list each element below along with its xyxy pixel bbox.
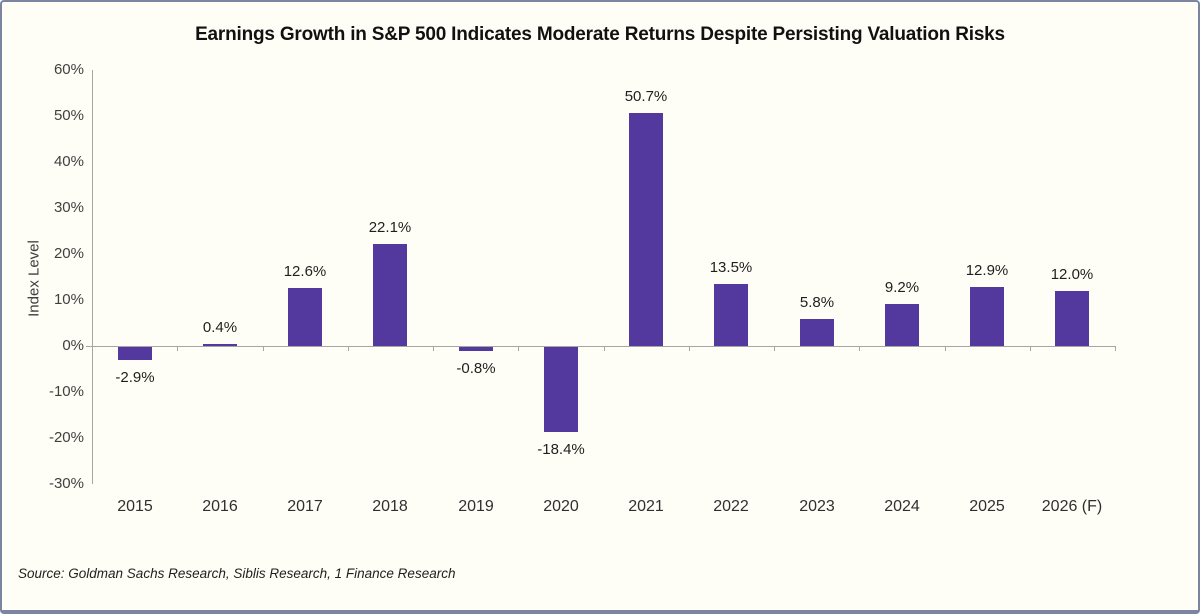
bar-value-label: 12.0% bbox=[1050, 265, 1094, 283]
x-axis-tick bbox=[348, 346, 349, 351]
bar-2018 bbox=[373, 244, 407, 346]
bar-2024 bbox=[885, 303, 919, 346]
x-axis-tick bbox=[945, 346, 946, 351]
chart-title: Earnings Growth in S&P 500 Indicates Mod… bbox=[195, 24, 1005, 45]
bar-value-label: 0.4% bbox=[202, 319, 238, 337]
x-axis-label: 2019 bbox=[458, 498, 494, 515]
x-axis-tick bbox=[1030, 346, 1031, 351]
bar-2015 bbox=[118, 347, 152, 361]
zero-axis-tick bbox=[86, 346, 92, 347]
bar-2019 bbox=[459, 347, 493, 351]
x-axis-tick bbox=[92, 346, 93, 351]
bar-2026F bbox=[1055, 290, 1089, 346]
x-axis-label: 2016 bbox=[202, 498, 238, 515]
bar-2021 bbox=[629, 112, 663, 346]
bar-value-label: -0.8% bbox=[456, 359, 496, 377]
x-axis-tick bbox=[689, 346, 690, 351]
source-note: Source: Goldman Sachs Research, Siblis R… bbox=[18, 566, 456, 581]
y-tick-label: 40% bbox=[53, 153, 84, 170]
x-axis-label: 2025 bbox=[969, 498, 1005, 515]
x-axis-label: 2026 (F) bbox=[1041, 498, 1103, 515]
bar-2025 bbox=[970, 286, 1004, 346]
y-tick-label: 10% bbox=[53, 291, 84, 308]
x-axis-tick bbox=[177, 346, 178, 351]
bar-2022 bbox=[714, 283, 748, 346]
x-axis-tick bbox=[263, 346, 264, 351]
bar-value-label: 22.1% bbox=[368, 219, 412, 237]
y-axis-title: Index Level bbox=[25, 240, 43, 317]
bar-value-label: -2.9% bbox=[115, 369, 155, 387]
y-tick-label: 30% bbox=[53, 199, 84, 216]
y-tick-label: -30% bbox=[48, 475, 84, 492]
y-tick-label: -20% bbox=[48, 429, 84, 446]
x-axis-tick bbox=[604, 346, 605, 351]
x-axis-label: 2018 bbox=[372, 498, 408, 515]
bar-2017 bbox=[288, 288, 322, 346]
x-axis-tick bbox=[518, 346, 519, 351]
zero-baseline bbox=[92, 346, 1115, 347]
x-axis-label: 2021 bbox=[628, 498, 664, 515]
x-axis-label: 2022 bbox=[713, 498, 749, 515]
bar-value-label: -18.4% bbox=[537, 440, 585, 458]
y-tick-label: 60% bbox=[53, 61, 84, 78]
bar-2016 bbox=[203, 344, 237, 346]
y-tick-label: 0% bbox=[62, 337, 84, 354]
x-axis-label: 2020 bbox=[543, 498, 579, 515]
x-axis-label: 2017 bbox=[287, 498, 323, 515]
bar-value-label: 12.6% bbox=[283, 263, 327, 281]
bar-2020 bbox=[544, 347, 578, 432]
x-axis-tick bbox=[433, 346, 434, 351]
x-axis-label: 2023 bbox=[799, 498, 835, 515]
x-axis-label: 2015 bbox=[117, 498, 153, 515]
plot-area: -2.9% 2015 0.4% 2016 12.6% 2017 22.1% 2018 -0.8%… bbox=[86, 70, 1116, 515]
y-tick-label: 20% bbox=[53, 245, 84, 262]
bar-value-label: 13.5% bbox=[709, 258, 753, 276]
y-axis-line bbox=[92, 70, 93, 484]
x-axis-label: 2024 bbox=[884, 498, 920, 515]
y-tick-label: 50% bbox=[53, 107, 84, 124]
bar-value-label: 12.9% bbox=[965, 261, 1009, 279]
bar-value-label: 9.2% bbox=[884, 278, 920, 296]
bar-value-label: 5.8% bbox=[799, 294, 835, 312]
x-axis-tick bbox=[1115, 346, 1116, 351]
bar-value-label: 50.7% bbox=[624, 87, 668, 105]
x-axis-tick bbox=[774, 346, 775, 351]
y-tick-label: -10% bbox=[48, 383, 84, 400]
bar-2023 bbox=[800, 319, 834, 346]
x-axis-tick bbox=[859, 346, 860, 351]
